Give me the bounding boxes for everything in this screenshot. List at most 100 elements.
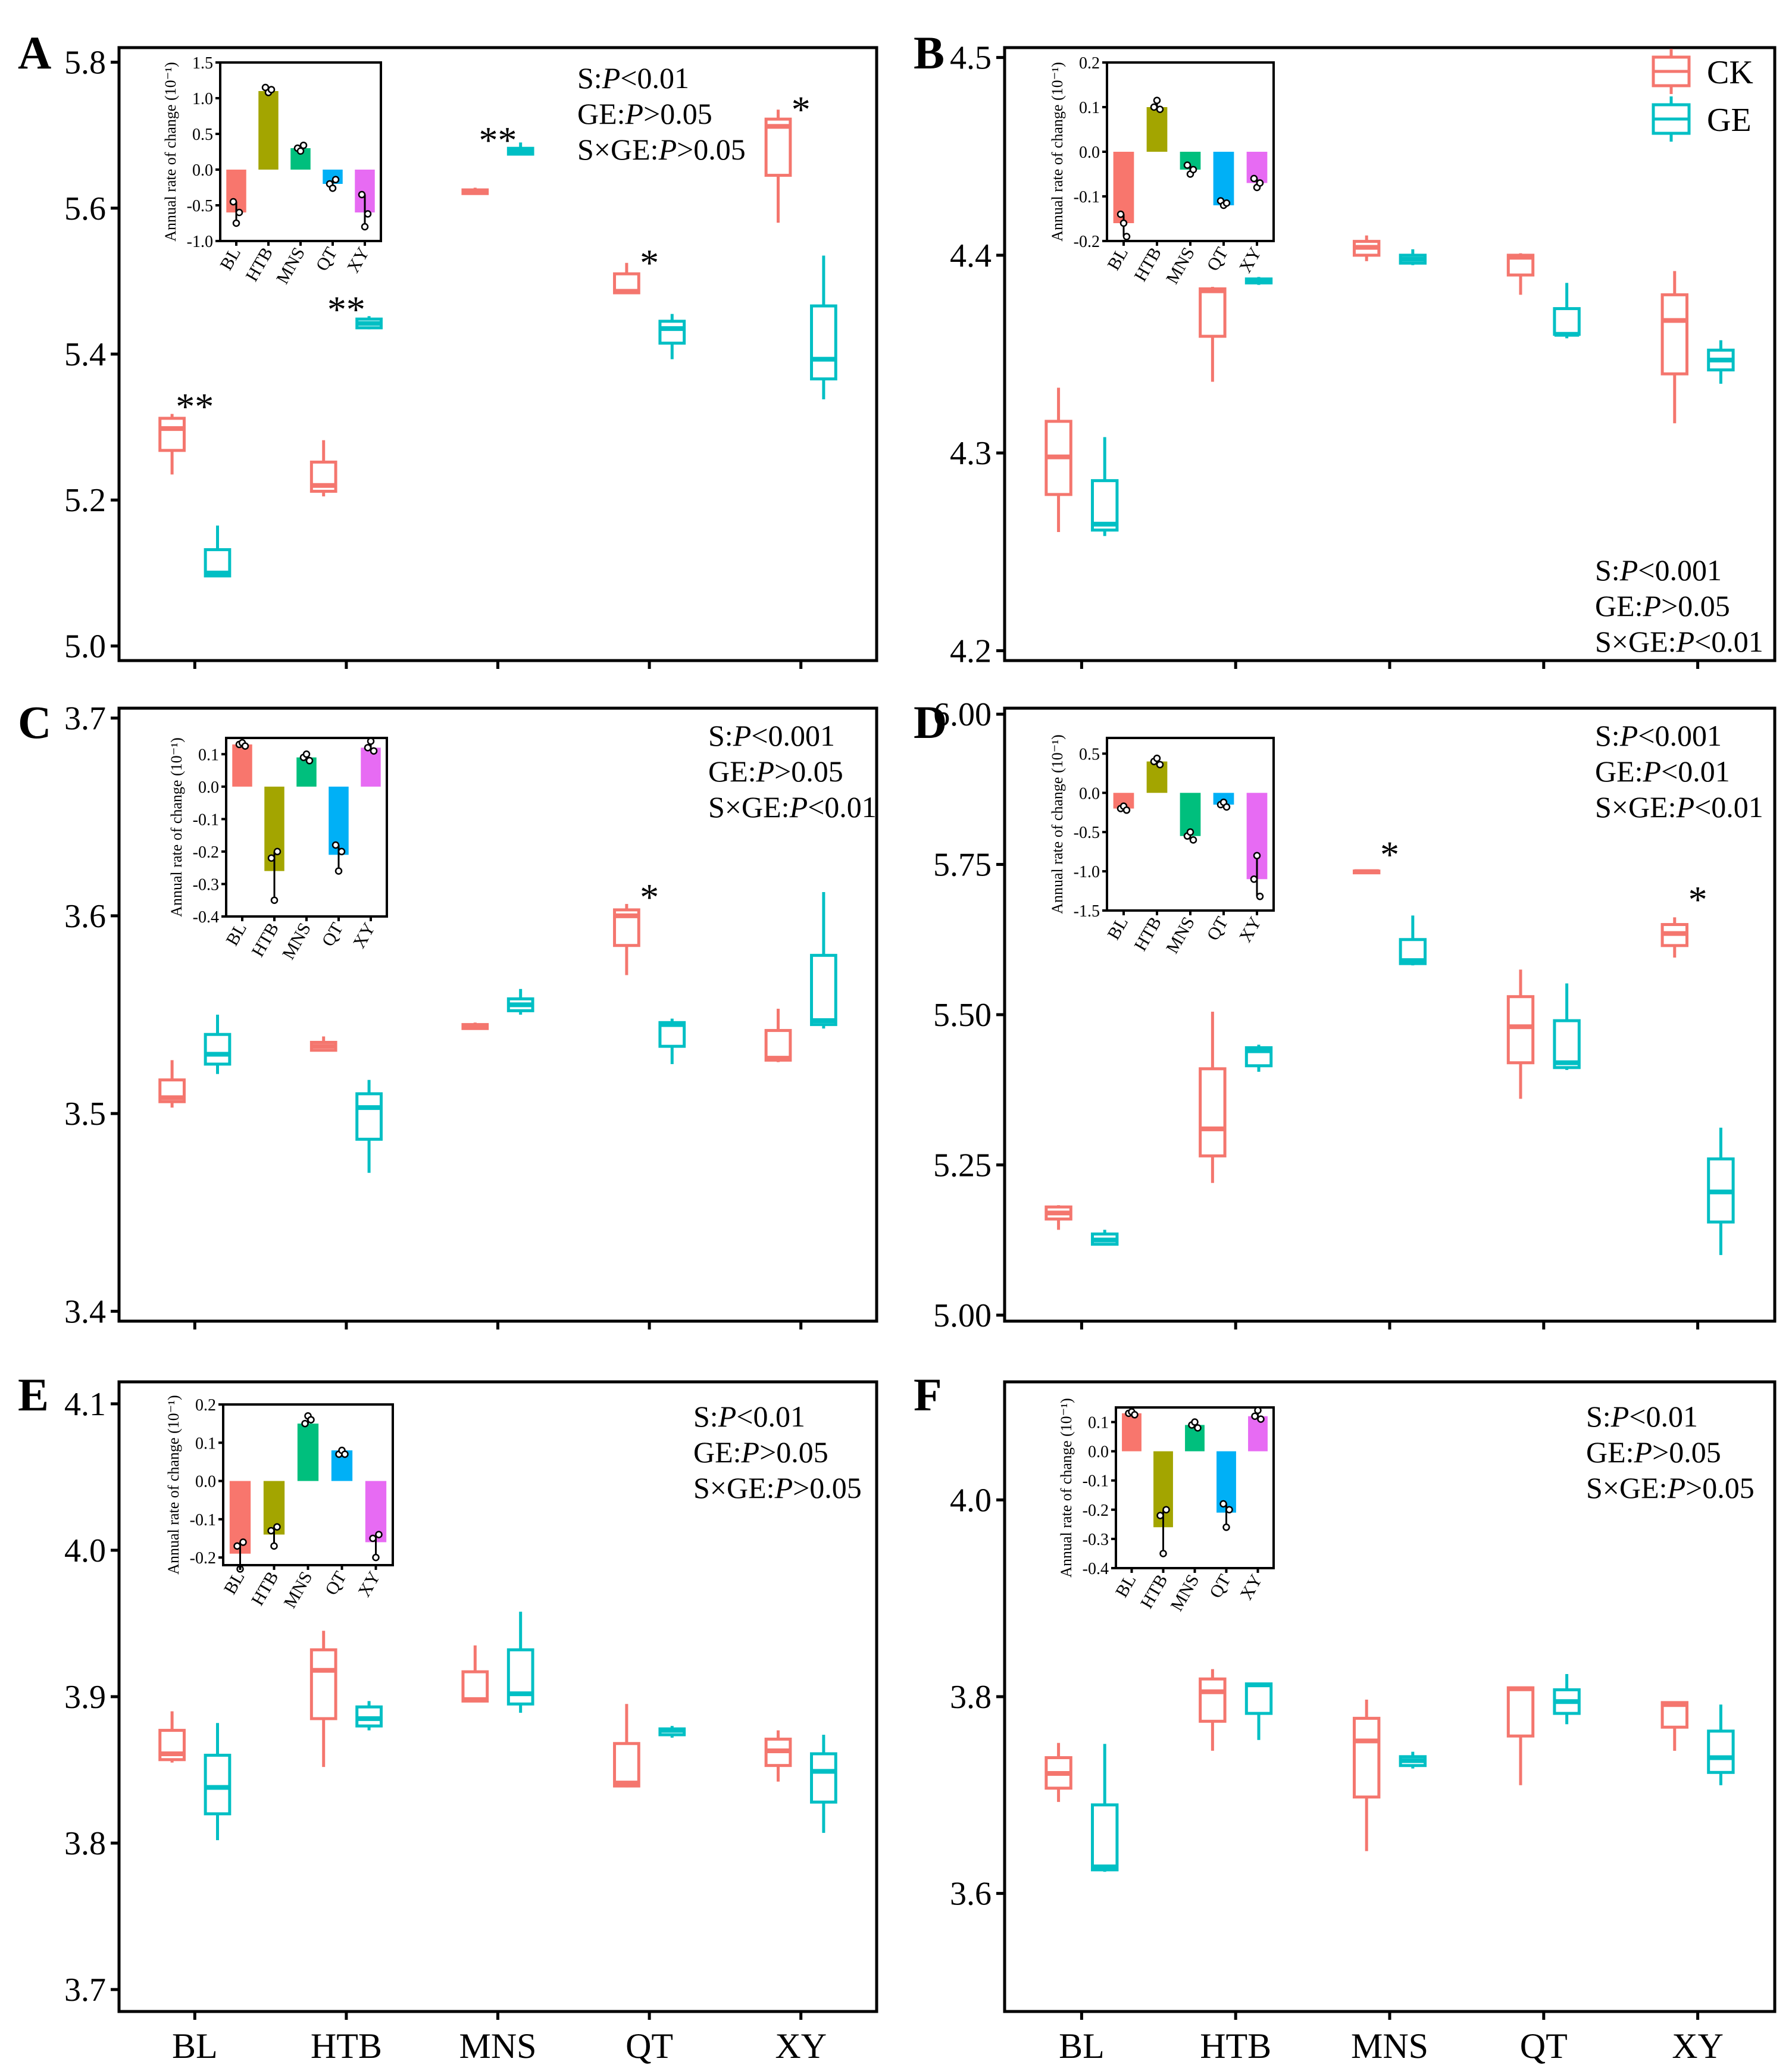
inset-x-tick-label: XY [1236,244,1265,276]
panel-label: E [18,1369,49,1421]
inset-y-tick-label: -1.0 [187,233,213,251]
box-ck-qt [613,262,640,295]
box-ck-htb [1199,287,1227,382]
y-tick-label: 4.0 [64,1532,106,1569]
inset-y-tick-label: 0.1 [1079,99,1100,117]
inset-y-tick-label: 0.1 [195,1434,216,1453]
box-ge-htb [355,1080,383,1173]
y-tick-label: 6.00 [933,696,992,733]
inset-point [1250,875,1258,883]
inset-point [1183,161,1191,169]
box-ck-qt [613,903,640,975]
inset-point [331,176,340,184]
box-ge-htb [355,316,383,330]
stat-line: S:P<0.01 [577,61,689,95]
inset-y-tick-label: -0.1 [193,811,219,829]
panel-D: D 5.00 5.25 5.50 5.75 6.00 * * S:P<0.001GE:P<0.0… [914,696,1777,1334]
y-tick-label: 5.8 [64,45,106,82]
inset-y-tick-label: -0.2 [193,843,219,862]
significance-marker: ** [176,386,214,428]
inset-x-tick-label: HTB [248,919,283,960]
box-ge-qt [1553,283,1581,339]
box-ck-htb [309,440,337,497]
box-ck-xy [764,1009,792,1062]
panel-label: B [914,27,945,79]
inset-x-tick-label: BL [216,244,245,274]
x-tick-label: HTB [1200,2026,1271,2066]
box-ge-htb [355,1701,383,1731]
box-ck-htb [1199,1011,1227,1183]
panel-C: C 3.4 3.5 3.6 3.7 * S:P<0.001GE:P>0.05S×GE:P<0… [18,696,878,1330]
inset-y-label: Annual rate of change (10⁻¹) [162,62,179,242]
inset-x-tick-label: MNS [1166,1571,1203,1615]
inset-point [1150,103,1158,111]
inset-point [1257,1415,1265,1423]
x-tick-label: XY [1672,2026,1724,2066]
inset-x-tick-label: QT [312,244,341,274]
box-body [810,304,837,381]
box-ck-qt [613,1704,640,1788]
box-ck-xy [764,110,792,223]
inset-point [1253,852,1261,859]
box-body [1244,1682,1273,1715]
inset-point [1153,96,1161,104]
box-body [613,1742,640,1788]
y-tick-label: 4.2 [950,633,992,670]
inset-point [267,854,276,862]
inset-point [1222,803,1231,811]
inset-y-tick-label: -0.4 [1083,1560,1109,1578]
inset-point [372,1553,380,1562]
stat-line: S×GE:P>0.05 [693,1471,862,1504]
inset-E: -0.2 -0.1 0.0 0.1 0.2 Annual rate of change (… [165,1395,394,1612]
box-ge-htb [1244,1044,1273,1072]
stat-line: GE:P>0.05 [1595,589,1730,622]
inset-point [1250,174,1258,183]
inset-y-tick-label: -0.1 [1083,1472,1109,1491]
box-ck-xy [1660,917,1688,958]
significance-marker: * [792,89,811,131]
box-body [461,1670,489,1703]
inset-point [334,867,343,875]
box-body [1199,1067,1227,1157]
inset-y-tick-label: 0.0 [1079,784,1100,803]
x-tick-label: MNS [459,2026,536,2066]
stat-line: S×GE:P>0.05 [1586,1471,1755,1504]
significance-marker: ** [479,119,517,161]
inset-y-tick-label: 0.0 [195,1473,216,1491]
inset-point [273,847,282,856]
stat-line: S:P<0.01 [693,1400,805,1433]
y-tick-label: 4.0 [950,1482,992,1519]
inset-bar-mns [297,1424,319,1481]
stat-line: S×GE:P<0.01 [1595,790,1763,824]
inset-point [270,896,279,904]
y-tick-label: 5.4 [64,336,106,373]
box-body [204,1033,232,1066]
x-tick-label: BL [1059,2026,1105,2066]
x-tick-label: MNS [1351,2026,1428,2066]
stat-line: S:P<0.001 [1595,719,1722,752]
inset-y-tick-label: 0.5 [1079,745,1100,764]
y-tick-label: 5.0 [64,628,106,665]
box-ge-htb [1244,1682,1273,1740]
inset-C: -0.4 -0.3 -0.2 -0.1 0.0 0.1 Annual rate of cha… [168,737,388,963]
inset-bar-bl [1122,1413,1141,1451]
inset-point [1191,1418,1199,1426]
panel-F: F3.63.84.0BL HTB MNS QT XYS:P<0.01GE:P>0.05S… [914,1369,1777,2066]
inset-x-tick-label: MNS [1162,244,1199,287]
inset-point [361,223,369,231]
x-tick-label: BL [172,2026,218,2066]
stat-line: GE:P>0.05 [577,97,712,130]
inset-point [239,1538,247,1546]
inset-y-tick-label: 1.5 [192,54,213,73]
box-ge-mns [1399,1751,1427,1769]
stat-line: S:P<0.01 [1586,1400,1698,1433]
inset-y-tick-label: 0.2 [1079,54,1100,73]
box-ck-qt [1506,1686,1535,1785]
y-tick-label: 5.25 [933,1147,992,1184]
box-ck-mns [1352,869,1381,875]
significance-marker: * [640,876,659,918]
box-body [1506,995,1535,1065]
x-tick-label: XY [775,2026,827,2066]
inset-point [267,86,276,93]
